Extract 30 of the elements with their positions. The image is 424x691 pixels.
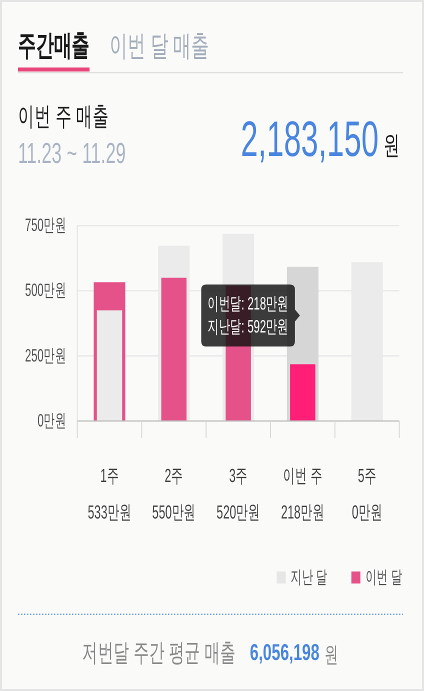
x-tick-label: 1주 xyxy=(100,466,119,487)
y-tick-label: 250만원 xyxy=(25,346,66,366)
y-tick-label: 500만원 xyxy=(25,280,66,302)
x-tick-label: 이번 주 xyxy=(283,466,322,487)
annotation: 이번달: 218만원 xyxy=(208,294,288,314)
text: 6,056,198 xyxy=(250,640,320,666)
data-label: 550만원 xyxy=(152,502,196,524)
text: 원 xyxy=(324,641,338,667)
data-label: 0만원 xyxy=(352,502,382,524)
text: 11.23 ~ 11.29 xyxy=(18,138,126,170)
tooltip: 이번달: 218만원 지난달: 592만원 xyxy=(201,284,300,347)
bar xyxy=(290,364,316,421)
x-tick-label: 5주 xyxy=(358,466,376,487)
text: 원 xyxy=(384,130,400,160)
x-tick-label: 3주 xyxy=(229,466,248,487)
bar xyxy=(161,278,187,421)
data-label: 218만원 xyxy=(280,502,324,524)
legend-label: 이번 달 xyxy=(365,567,402,588)
y-tick-label: 750만원 xyxy=(25,215,66,236)
legend-label: 지난 달 xyxy=(290,567,328,588)
text: 저번달 주간 평균 매출 xyxy=(82,639,236,667)
x-tick-label: 2주 xyxy=(164,466,184,487)
text: 2,183,150 xyxy=(240,110,379,167)
annotation: 지난달: 592만원 xyxy=(208,316,288,338)
text: 이번 주 매출 xyxy=(18,100,109,132)
data-label: 520만원 xyxy=(216,502,260,524)
chart-title: 주간매출 xyxy=(18,30,90,62)
y-tick-label: 0만원 xyxy=(37,410,66,432)
chart-subtitle: 이번 달 매출 xyxy=(110,30,209,63)
data-label: 533만원 xyxy=(88,502,132,524)
